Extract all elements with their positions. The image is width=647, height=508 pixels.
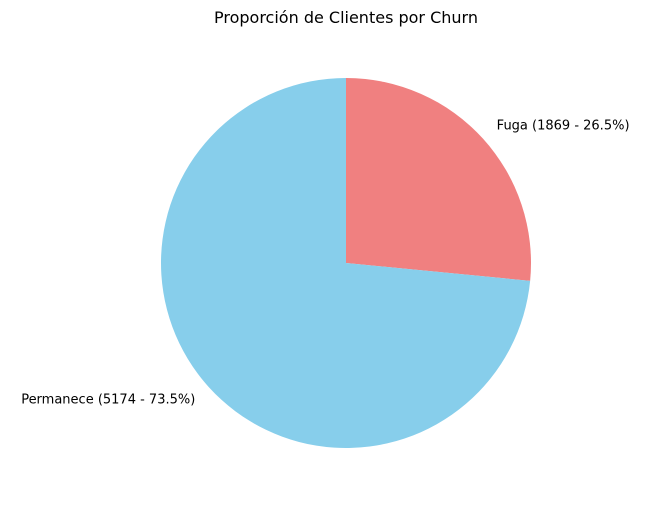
pie-label-1: Permanece (5174 - 73.5%) — [21, 392, 195, 407]
pie-slice-0 — [346, 78, 531, 281]
chart-title: Proporción de Clientes por Churn — [214, 8, 478, 27]
pie-labels: Fuga (1869 - 26.5%) Permanece (5174 - 73.… — [21, 119, 629, 408]
pie-label-0: Fuga (1869 - 26.5%) — [497, 119, 630, 134]
pie-slice-1 — [161, 78, 531, 448]
pie-slices — [161, 78, 531, 448]
